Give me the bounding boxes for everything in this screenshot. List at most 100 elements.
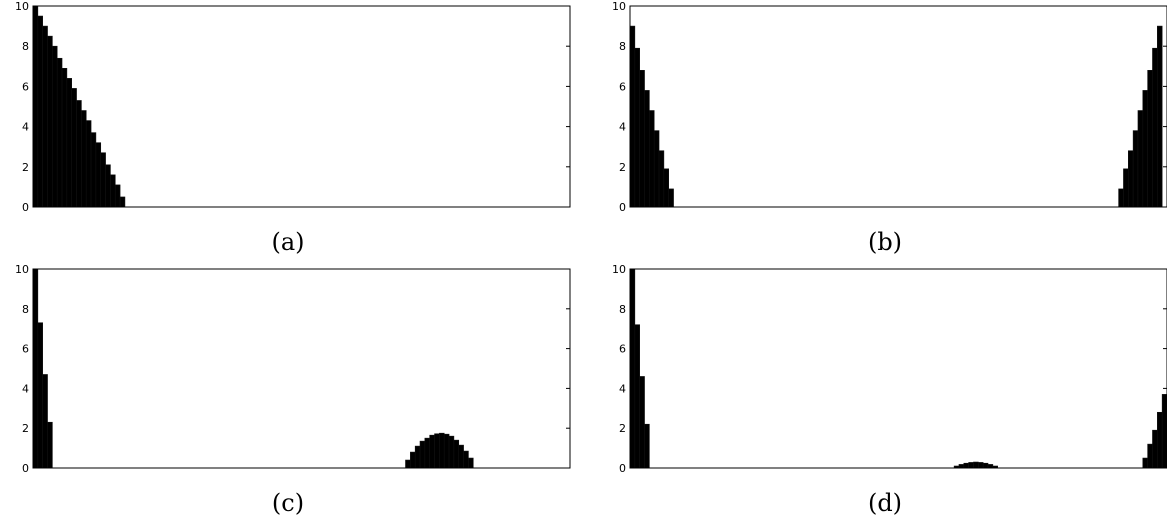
ytick-label-c-1: 2 bbox=[22, 422, 29, 435]
bar-a-7 bbox=[66, 78, 73, 208]
bar-b-13 bbox=[1137, 110, 1144, 208]
bar-d-6 bbox=[963, 462, 969, 469]
bar-a-16 bbox=[110, 174, 116, 208]
bar-c-5 bbox=[410, 451, 416, 469]
ytick-label-b-2: 4 bbox=[619, 121, 626, 134]
ytick-label-c-0: 0 bbox=[22, 462, 29, 475]
bar-b-1 bbox=[634, 47, 640, 208]
bar-b-4 bbox=[649, 110, 655, 208]
bar-b-11 bbox=[1128, 150, 1134, 208]
bar-d-2 bbox=[639, 376, 645, 469]
bar-c-14 bbox=[453, 439, 460, 469]
plot-frame-a bbox=[32, 5, 571, 208]
bar-b-0 bbox=[629, 25, 636, 208]
bar-a-15 bbox=[105, 164, 111, 208]
bar-b-12 bbox=[1132, 130, 1139, 208]
bar-c-8 bbox=[424, 437, 430, 469]
plot-frame-b bbox=[629, 5, 1167, 208]
bar-c-17 bbox=[468, 457, 474, 469]
bar-b-6 bbox=[658, 150, 665, 208]
bar-c-12 bbox=[443, 433, 450, 469]
bar-d-5 bbox=[958, 464, 965, 469]
bar-d-13 bbox=[1142, 457, 1148, 469]
bar-a-10 bbox=[81, 110, 87, 208]
ytick-label-d-4: 8 bbox=[619, 303, 626, 316]
ytick-label-a-3: 6 bbox=[22, 80, 29, 93]
ytick-label-c-3: 6 bbox=[22, 343, 29, 356]
bar-b-17 bbox=[1157, 25, 1163, 208]
chart-panel-b: 0 2 4 6 8 10 (b) bbox=[612, 0, 1167, 256]
bar-b-15 bbox=[1147, 70, 1153, 208]
bar-b-2 bbox=[639, 70, 645, 208]
plot-frame-c bbox=[32, 268, 571, 469]
bar-d-11 bbox=[987, 464, 994, 469]
bar-b-14 bbox=[1142, 90, 1148, 208]
bar-c-4 bbox=[405, 459, 411, 469]
panel-caption-d: (d) bbox=[868, 489, 902, 517]
bar-c-9 bbox=[429, 434, 435, 469]
bar-c-6 bbox=[414, 445, 421, 469]
ytick-label-a-2: 4 bbox=[22, 121, 29, 134]
ytick-label-a-5: 10 bbox=[15, 0, 29, 13]
ytick-label-b-5: 10 bbox=[612, 0, 626, 13]
ytick-label-d-2: 4 bbox=[619, 382, 626, 395]
ytick-label-a-1: 2 bbox=[22, 161, 29, 174]
bar-c-13 bbox=[448, 435, 455, 469]
bar-b-10 bbox=[1123, 168, 1129, 208]
plot-frame-d bbox=[629, 268, 1167, 469]
bar-b-3 bbox=[644, 90, 650, 208]
bar-c-2 bbox=[42, 374, 48, 469]
ytick-label-d-1: 2 bbox=[619, 422, 626, 435]
ytick-label-b-1: 2 bbox=[619, 161, 626, 174]
bar-d-10 bbox=[982, 462, 989, 469]
bar-a-2 bbox=[42, 25, 48, 208]
bar-a-17 bbox=[114, 184, 121, 208]
bar-d-17 bbox=[1161, 394, 1167, 469]
ytick-label-d-0: 0 bbox=[619, 462, 626, 475]
bar-a-18 bbox=[119, 196, 126, 208]
bar-a-0 bbox=[32, 5, 39, 208]
bar-a-13 bbox=[95, 142, 102, 208]
panel-caption-a: (a) bbox=[271, 228, 304, 256]
chart-panel-c: 0 2 4 6 8 10 (c) bbox=[15, 263, 571, 517]
ytick-label-d-3: 6 bbox=[619, 343, 626, 356]
chart-panel-a: 0 2 4 6 8 10 (a) bbox=[15, 0, 571, 256]
bar-a-3 bbox=[47, 35, 53, 208]
bar-a-1 bbox=[37, 15, 43, 208]
bar-d-3 bbox=[644, 423, 650, 469]
bar-d-16 bbox=[1157, 411, 1163, 469]
bar-d-7 bbox=[968, 462, 974, 469]
bar-d-1 bbox=[634, 324, 640, 469]
bar-a-6 bbox=[61, 68, 68, 208]
ytick-label-c-4: 8 bbox=[22, 303, 29, 316]
panel-caption-c: (c) bbox=[272, 489, 304, 517]
bar-b-16 bbox=[1152, 47, 1158, 208]
bar-c-1 bbox=[37, 322, 43, 469]
chart-panel-d: 0 2 4 6 8 10 (d) bbox=[612, 263, 1167, 517]
bar-b-8 bbox=[668, 188, 674, 208]
ytick-label-a-0: 0 bbox=[22, 201, 29, 214]
bar-d-0 bbox=[629, 268, 636, 469]
bar-a-12 bbox=[90, 132, 97, 208]
bar-c-0 bbox=[32, 268, 39, 469]
bar-b-7 bbox=[663, 168, 669, 208]
ytick-label-b-4: 8 bbox=[619, 40, 626, 53]
ytick-label-b-3: 6 bbox=[619, 80, 626, 93]
bar-a-5 bbox=[56, 57, 63, 208]
bar-a-4 bbox=[52, 45, 58, 208]
bar-a-11 bbox=[85, 120, 92, 208]
ytick-label-c-2: 4 bbox=[22, 382, 29, 395]
bar-c-3 bbox=[47, 421, 53, 469]
bar-d-15 bbox=[1152, 429, 1158, 469]
bar-a-14 bbox=[100, 152, 106, 208]
bar-c-11 bbox=[439, 432, 445, 469]
bar-a-8 bbox=[71, 88, 77, 208]
ytick-label-a-4: 8 bbox=[22, 40, 29, 53]
bar-c-15 bbox=[458, 444, 464, 469]
ytick-label-c-5: 10 bbox=[15, 263, 29, 276]
bar-c-7 bbox=[419, 440, 426, 469]
bar-c-10 bbox=[434, 433, 440, 469]
bar-d-9 bbox=[978, 462, 984, 469]
bar-d-8 bbox=[973, 461, 979, 469]
